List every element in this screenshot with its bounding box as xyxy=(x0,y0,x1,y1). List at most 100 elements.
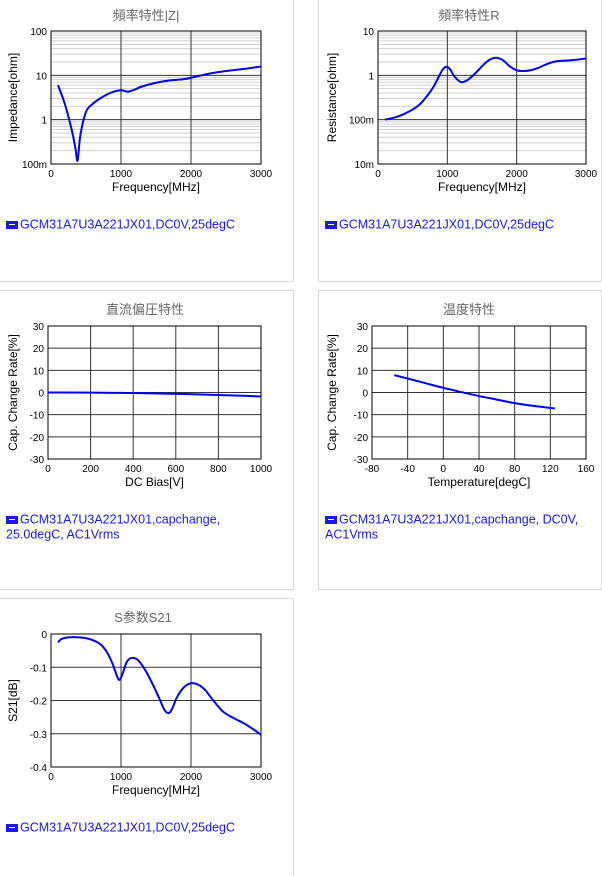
y-tick-label: 20 xyxy=(357,344,369,355)
y-axis-label: Cap. Change Rate[%] xyxy=(6,334,20,451)
y-tick-label: 1 xyxy=(41,116,47,127)
x-tick-label: 2000 xyxy=(506,169,529,180)
x-tick-label: 120 xyxy=(542,464,559,475)
x-tick-label: 0 xyxy=(45,464,51,475)
x-tick-label: 1000 xyxy=(110,772,133,783)
y-tick-label: 10 xyxy=(33,366,45,377)
chart-title: 頻率特性|Z| xyxy=(113,8,180,23)
x-tick-label: 1000 xyxy=(110,169,133,180)
chart-svg-dc-bias: 直流偏圧特性 -30 -20 -10 0 10 20 30 0 200 400 600 800 1000 D… xyxy=(6,302,273,489)
chart-svg-temperature: 温度特性 -30 -20 -10 0 10 20 30 -80 -40 0 40 80 120 160 Tem… xyxy=(325,302,595,489)
legend-resistance[interactable]: GCM31A7U3A221JX01,DC0V,25degC xyxy=(325,217,575,232)
y-tick-label: 0 xyxy=(38,389,44,400)
series-line xyxy=(384,56,587,121)
x-tick-label: -80 xyxy=(365,464,380,475)
chart-svg-resistance: 頻率特性R 10m 100m 1 10 0 1000 2000 3000 Frequency[MH… xyxy=(325,8,598,194)
y-tick-label: -0.4 xyxy=(30,763,48,774)
legend-label: GCM31A7U3A221JX01,capchange, DC0V, AC1Vr… xyxy=(325,512,579,542)
y-tick-label: 10 xyxy=(36,71,48,82)
legend-temperature[interactable]: GCM31A7U3A221JX01,capchange, DC0V, AC1Vr… xyxy=(325,512,595,541)
y-axis-label: S21[dB] xyxy=(6,679,20,722)
x-tick-label: 0 xyxy=(375,169,381,180)
legend-label: GCM31A7U3A221JX01,DC0V,25degC xyxy=(20,820,235,835)
y-tick-label: -10 xyxy=(354,411,369,422)
x-tick-label: 80 xyxy=(509,464,521,475)
y-tick-label: -10 xyxy=(30,411,45,422)
legend-swatch-icon xyxy=(6,220,18,229)
y-tick-label: 100m xyxy=(22,160,47,171)
y-axis-label: Impedance[ohm] xyxy=(6,53,20,142)
x-tick-label: 0 xyxy=(48,169,54,180)
y-tick-label: 0 xyxy=(41,630,47,641)
legend-swatch-icon xyxy=(325,515,337,524)
x-axis-label: DC Bias[V] xyxy=(125,475,184,489)
y-tick-label: 100m xyxy=(349,116,374,127)
x-axis-label: Frequency[MHz] xyxy=(112,180,200,194)
chart-panel-dc-bias: 直流偏圧特性 -30 -20 -10 0 10 20 30 0 200 400 600 800 1000 D… xyxy=(0,290,294,590)
y-tick-label: -30 xyxy=(354,455,369,466)
chart-panel-impedance: 頻率特性|Z| 100m 1 10 100 0 1000 2000 3000 Frequency[… xyxy=(0,0,294,282)
chart-title: 直流偏圧特性 xyxy=(106,302,184,317)
legend-swatch-icon xyxy=(325,220,337,229)
y-tick-label: 100 xyxy=(30,27,47,38)
chart-panel-temperature: 温度特性 -30 -20 -10 0 10 20 30 -80 -40 0 40 80 120 160 Tem… xyxy=(318,290,602,590)
x-axis-label: Temperature[degC] xyxy=(428,475,531,489)
chart-title: S参数S21 xyxy=(114,610,172,625)
y-tick-label: -0.2 xyxy=(30,697,48,708)
chart-svg-s21: S参数S21 -0.4 -0.3 -0.2 -0.1 0 0 1000 2000 3000 Freq… xyxy=(6,610,273,797)
y-tick-label: -20 xyxy=(30,433,45,444)
x-tick-label: 3000 xyxy=(250,772,273,783)
y-axis-label: Cap. Change Rate[%] xyxy=(325,334,339,451)
y-tick-label: 30 xyxy=(33,322,45,333)
x-tick-label: 600 xyxy=(167,464,184,475)
x-axis-label: Frequency[MHz] xyxy=(112,783,200,797)
x-tick-label: 0 xyxy=(441,464,447,475)
y-tick-label: 10 xyxy=(357,366,369,377)
x-tick-label: 400 xyxy=(125,464,142,475)
x-tick-label: -40 xyxy=(400,464,415,475)
x-tick-label: 160 xyxy=(578,464,595,475)
y-axis-label: Resistance[ohm] xyxy=(325,53,339,142)
y-tick-label: 10m xyxy=(355,160,374,171)
series-line xyxy=(57,65,262,162)
y-tick-label: -0.1 xyxy=(30,663,48,674)
plot-frame xyxy=(50,633,262,768)
series-line xyxy=(57,636,262,736)
chart-panel-s21: S参数S21 -0.4 -0.3 -0.2 -0.1 0 0 1000 2000 3000 Freq… xyxy=(0,598,294,876)
chart-panel-resistance: 頻率特性R 10m 100m 1 10 0 1000 2000 3000 Frequency[MH… xyxy=(318,0,602,282)
y-tick-label: -20 xyxy=(354,433,369,444)
legend-label: GCM31A7U3A221JX01,DC0V,25degC xyxy=(339,217,554,232)
y-tick-label: 30 xyxy=(357,322,369,333)
plot-frame xyxy=(371,325,587,460)
legend-impedance[interactable]: GCM31A7U3A221JX01,DC0V,25degC xyxy=(6,217,256,232)
x-tick-label: 3000 xyxy=(575,169,598,180)
legend-s21[interactable]: GCM31A7U3A221JX01,DC0V,25degC xyxy=(6,820,256,835)
y-tick-label: 10 xyxy=(363,27,375,38)
x-tick-label: 2000 xyxy=(180,772,203,783)
x-tick-label: 1000 xyxy=(250,464,273,475)
plot-frame xyxy=(50,30,262,165)
y-tick-label: 0 xyxy=(362,389,368,400)
y-tick-label: -0.3 xyxy=(30,730,48,741)
legend-dc-bias[interactable]: GCM31A7U3A221JX01,capchange, 25.0degC, A… xyxy=(6,512,246,541)
y-tick-label: 1 xyxy=(368,71,374,82)
legend-swatch-icon xyxy=(6,823,18,832)
x-tick-label: 1000 xyxy=(436,169,459,180)
legend-swatch-icon xyxy=(6,515,18,524)
x-tick-label: 3000 xyxy=(250,169,273,180)
legend-label: GCM31A7U3A221JX01,capchange, 25.0degC, A… xyxy=(6,512,221,542)
x-tick-label: 0 xyxy=(48,772,54,783)
x-tick-label: 800 xyxy=(210,464,227,475)
y-tick-label: -30 xyxy=(30,455,45,466)
chart-title: 頻率特性R xyxy=(438,8,499,23)
x-tick-label: 40 xyxy=(473,464,485,475)
x-tick-label: 200 xyxy=(82,464,99,475)
series-line xyxy=(394,374,555,410)
y-tick-label: 20 xyxy=(33,344,45,355)
series-line xyxy=(47,391,262,398)
chart-title: 温度特性 xyxy=(443,302,495,317)
legend-label: GCM31A7U3A221JX01,DC0V,25degC xyxy=(20,217,235,232)
plot-frame xyxy=(377,30,587,165)
x-axis-label: Frequency[MHz] xyxy=(438,180,526,194)
